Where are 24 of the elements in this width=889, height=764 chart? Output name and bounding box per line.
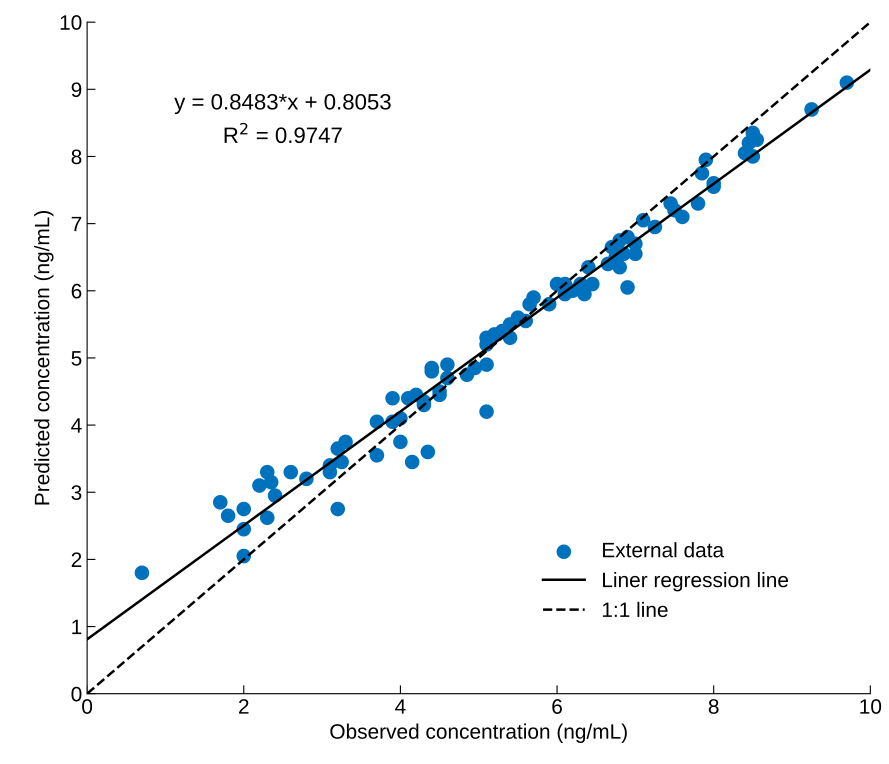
x-axis-title: Observed concentration (ng/mL) <box>330 724 627 743</box>
y-tick-label: 2 <box>72 552 82 567</box>
y-tick-label: 4 <box>71 418 82 433</box>
x-tick-label: 0 <box>82 699 92 714</box>
y-tick-label: 7 <box>72 216 82 232</box>
legend-label: 1:1 line <box>602 602 668 618</box>
legend-label: Liner regression line <box>603 572 788 592</box>
legend-label: External data <box>603 542 724 558</box>
y-tick-label: 9 <box>72 82 82 98</box>
y-tick-label: 10 <box>60 15 82 30</box>
y-tick-label: 3 <box>71 485 82 500</box>
x-tick-label: 6 <box>552 699 562 714</box>
y-tick-label: 1 <box>72 620 82 634</box>
annotation: R$^{2}$ = 0.9747 <box>224 122 342 144</box>
y-tick-label: 8 <box>72 149 82 164</box>
annotation: y = 0.8483*x + 0.8053 <box>174 94 391 114</box>
y-axis-title: Predicted concentration (ng/mL) <box>34 210 54 504</box>
x-tick-label: 2 <box>239 699 249 714</box>
x-tick-label: 8 <box>708 699 719 714</box>
y-tick-label: 0 <box>71 686 82 702</box>
x-tick-label: 10 <box>860 699 882 714</box>
y-tick-label: 6 <box>72 284 82 299</box>
y-tick-label: 5 <box>72 351 82 366</box>
x-tick-label: 4 <box>395 699 406 714</box>
